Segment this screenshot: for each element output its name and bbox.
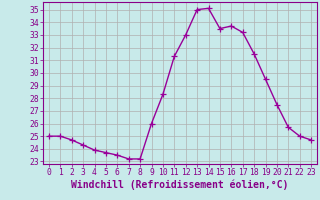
X-axis label: Windchill (Refroidissement éolien,°C): Windchill (Refroidissement éolien,°C) xyxy=(71,180,289,190)
